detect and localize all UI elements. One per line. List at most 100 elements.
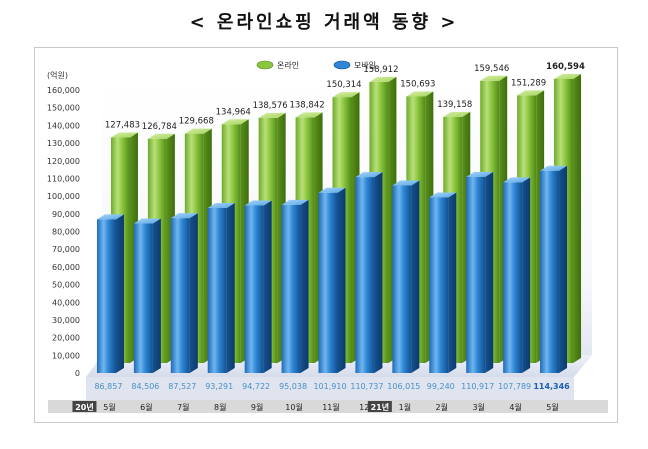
mobile-bar-side bbox=[300, 199, 309, 373]
mobile-bar-top bbox=[392, 180, 420, 186]
online-bar-top bbox=[184, 128, 212, 134]
mobile-value-label: 95,038 bbox=[279, 382, 307, 391]
mobile-bar-side bbox=[411, 180, 420, 373]
online-value-label: 139,158 bbox=[437, 100, 472, 110]
legend-label: 온라인 bbox=[277, 60, 299, 70]
x-tick-label: 10월 bbox=[285, 402, 303, 412]
y-tick-label: 100,000 bbox=[47, 192, 80, 201]
mobile-bar-side bbox=[485, 171, 494, 373]
online-bar-side bbox=[573, 73, 582, 363]
x-tick-label: 7월 bbox=[177, 402, 189, 412]
mobile-bar-face bbox=[207, 207, 227, 373]
y-tick-label: 0 bbox=[75, 369, 80, 378]
mobile-value-label: 84,506 bbox=[131, 382, 159, 391]
y-tick-label: 160,000 bbox=[47, 86, 80, 95]
mobile-bar-side bbox=[226, 202, 235, 373]
online-bar-top bbox=[147, 133, 175, 139]
x-tick-label: 1월 bbox=[399, 402, 411, 412]
online-value-label: 150,693 bbox=[400, 79, 435, 89]
year-marker-box bbox=[367, 401, 392, 412]
online-bar-top bbox=[443, 111, 471, 117]
mobile-bar-side bbox=[152, 218, 161, 373]
mobile-bar bbox=[318, 187, 346, 373]
y-tick-label: 60,000 bbox=[52, 263, 80, 272]
mobile-bar-top bbox=[133, 218, 161, 224]
mobile-value-label: 86,857 bbox=[94, 382, 122, 391]
x-tick-label: 5월 bbox=[103, 402, 115, 412]
y-tick-label: 110,000 bbox=[47, 174, 80, 183]
y-tick-label: 140,000 bbox=[47, 121, 80, 130]
chart-floor-front bbox=[86, 377, 574, 401]
x-tick-label: 5월 bbox=[546, 402, 558, 412]
mobile-bar-side bbox=[337, 187, 346, 373]
x-axis-band bbox=[48, 400, 608, 413]
mobile-bar bbox=[207, 202, 235, 373]
mobile-bar-side bbox=[189, 213, 198, 373]
mobile-bar-side bbox=[448, 192, 457, 373]
mobile-bar bbox=[392, 180, 420, 373]
year-marker-label: 21년 bbox=[371, 402, 390, 412]
page-title: < 온라인쇼핑 거래액 동향 > bbox=[189, 12, 459, 33]
mobile-bar bbox=[281, 199, 309, 373]
y-tick-label: 20,000 bbox=[52, 334, 80, 343]
mobile-value-label: 106,015 bbox=[387, 382, 420, 391]
mobile-bar bbox=[429, 192, 457, 373]
mobile-bar-face bbox=[503, 182, 523, 373]
mobile-bar-side bbox=[522, 177, 531, 373]
mobile-bar-top bbox=[429, 192, 457, 198]
y-tick-label: 150,000 bbox=[47, 104, 80, 113]
mobile-bar-side bbox=[374, 172, 383, 373]
y-tick-label: 70,000 bbox=[52, 245, 80, 254]
online-value-label: 127,483 bbox=[105, 121, 140, 131]
year-marker-box bbox=[72, 401, 97, 412]
mobile-bar bbox=[503, 177, 531, 373]
online-bar-top bbox=[406, 91, 434, 97]
mobile-bar bbox=[466, 171, 494, 373]
mobile-bar-side bbox=[115, 214, 124, 373]
mobile-value-label: 99,240 bbox=[427, 382, 455, 391]
online-value-label: 134,964 bbox=[216, 107, 251, 117]
y-tick-label: 80,000 bbox=[52, 228, 80, 237]
mobile-value-label: 93,291 bbox=[205, 382, 233, 391]
mobile-bar-side bbox=[559, 165, 568, 373]
y-tick-label: 120,000 bbox=[47, 157, 80, 166]
online-value-label: 150,314 bbox=[326, 80, 361, 90]
mobile-value-label: 110,917 bbox=[461, 382, 494, 391]
mobile-bar bbox=[355, 172, 383, 373]
mobile-bar-face bbox=[429, 197, 449, 373]
online-bar-top bbox=[369, 76, 397, 82]
mobile-bar-top bbox=[207, 202, 235, 208]
online-value-label: 129,668 bbox=[179, 117, 214, 127]
mobile-bar-top bbox=[318, 187, 346, 193]
mobile-bar-top bbox=[466, 171, 494, 177]
mobile-bar-face bbox=[96, 219, 116, 373]
mobile-bar-side bbox=[263, 200, 272, 373]
mobile-bar bbox=[244, 200, 272, 373]
mobile-bar-face bbox=[244, 205, 264, 373]
x-tick-label: 4월 bbox=[509, 402, 521, 412]
mobile-bar bbox=[540, 165, 568, 373]
mobile-bar-top bbox=[170, 213, 198, 219]
mobile-bar-top bbox=[355, 172, 383, 178]
online-value-label: 138,576 bbox=[253, 101, 288, 111]
mobile-value-label: 114,346 bbox=[533, 382, 570, 391]
y-tick-label: 50,000 bbox=[52, 281, 80, 290]
online-value-label: 138,842 bbox=[289, 100, 324, 110]
year-marker-label: 20년 bbox=[75, 402, 94, 412]
x-tick-label: 6월 bbox=[140, 402, 152, 412]
online-bar-top bbox=[221, 119, 249, 125]
mobile-bar-face bbox=[355, 177, 375, 373]
legend-swatch bbox=[256, 60, 274, 70]
online-value-label: 151,289 bbox=[511, 78, 546, 88]
mobile-bar-face bbox=[466, 176, 486, 373]
mobile-bar bbox=[96, 214, 124, 373]
online-bar-top bbox=[554, 73, 582, 79]
online-bar-top bbox=[332, 92, 360, 98]
y-unit-label: (억원) bbox=[47, 70, 68, 80]
x-tick-label: 11월 bbox=[322, 402, 340, 412]
online-bar-top bbox=[517, 90, 545, 96]
mobile-bar-face bbox=[281, 204, 301, 373]
legend-label: 모바일 bbox=[354, 60, 376, 70]
mobile-bar-face bbox=[318, 192, 338, 373]
mobile-bar-top bbox=[96, 214, 124, 220]
